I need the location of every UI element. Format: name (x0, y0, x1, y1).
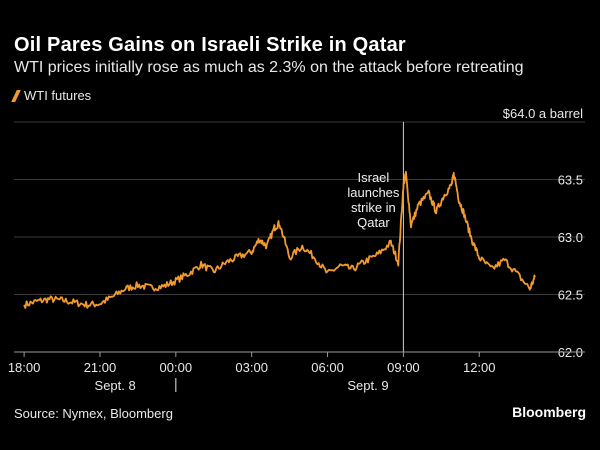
x-tick-label: 03:00 (235, 360, 268, 375)
x-tick-label: 12:00 (463, 360, 496, 375)
x-tick-labels: 18:00 21:00 00:00 03:00 06:00 09:00 12:00 (8, 352, 496, 375)
legend: WTI futures (11, 88, 92, 103)
grid-lines (14, 121, 585, 295)
series-line-wti (23, 170, 536, 309)
y-tick-label: 62.5 (558, 288, 583, 303)
date-label: Sept. 9 (347, 378, 388, 393)
x-tick-label: 21:00 (84, 360, 117, 375)
x-tick-label: 09:00 (387, 360, 420, 375)
y-tick-labels: 62.062.563.063.5 (558, 173, 583, 361)
y-tick-label: 63.0 (558, 230, 583, 245)
y-axis-unit-label: $64.0 a barrel (503, 106, 583, 121)
date-label: Sept. 8 (95, 378, 136, 393)
source-note: Source: Nymex, Bloomberg (14, 406, 173, 421)
brand-logo: Bloomberg (512, 404, 586, 420)
annotation-text: Qatar (357, 215, 390, 230)
chart-title: Oil Pares Gains on Israeli Strike in Qat… (14, 34, 406, 56)
line-chart: $64.0 a barrel 62.062.563.063.5 18:00 21:… (8, 106, 585, 393)
chart-subtitle: WTI prices initially rose as much as 2.3… (14, 59, 524, 76)
x-tick-label: 06:00 (311, 360, 344, 375)
y-tick-label: 63.5 (558, 173, 583, 188)
legend-label-wti: WTI futures (24, 88, 92, 103)
x-tick-label: 00:00 (160, 360, 193, 375)
date-labels: Sept. 8 Sept. 9 (95, 378, 389, 393)
annotation-text: Israel (358, 170, 390, 185)
x-tick-label: 18:00 (8, 360, 41, 375)
annotation-text: launches (347, 185, 400, 200)
annotation-text: strike in (351, 200, 396, 215)
